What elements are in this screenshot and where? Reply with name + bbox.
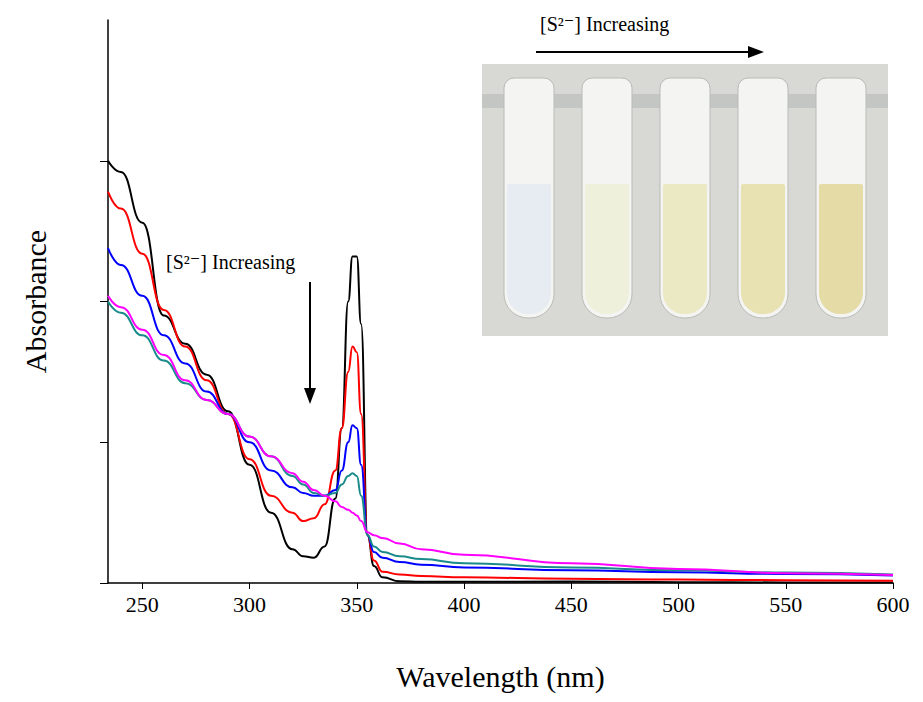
- svg-text:300: 300: [233, 592, 266, 617]
- svg-text:Wavelength (nm): Wavelength (nm): [396, 660, 604, 694]
- svg-text:450: 450: [555, 592, 588, 617]
- svg-text:500: 500: [662, 592, 695, 617]
- svg-text:600: 600: [877, 592, 910, 617]
- svg-text:550: 550: [769, 592, 802, 617]
- svg-text:350: 350: [340, 592, 373, 617]
- svg-text:[S²⁻] Increasing: [S²⁻] Increasing: [540, 13, 669, 36]
- svg-text:Absorbance: Absorbance: [19, 230, 52, 373]
- svg-text:[S²⁻] Increasing: [S²⁻] Increasing: [166, 251, 295, 274]
- svg-text:250: 250: [126, 592, 159, 617]
- svg-text:400: 400: [448, 592, 481, 617]
